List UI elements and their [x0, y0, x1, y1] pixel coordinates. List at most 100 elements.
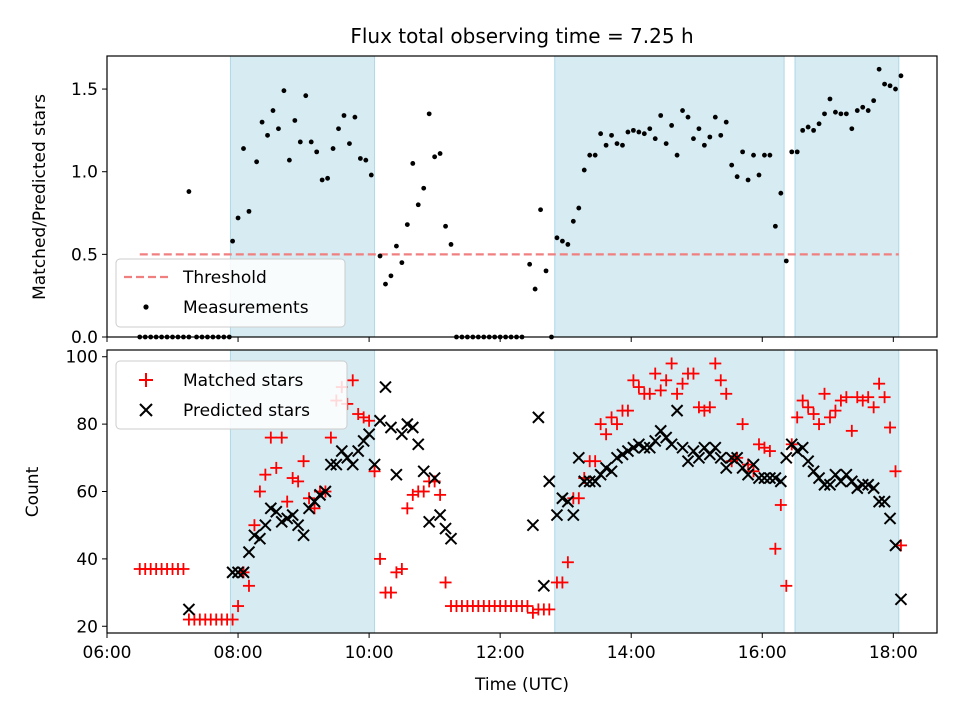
measurement-point	[745, 177, 751, 183]
predicted-star-point	[616, 448, 629, 461]
predicted-star-point	[346, 458, 359, 471]
predicted-star-point	[692, 451, 706, 465]
measurement-point	[581, 167, 587, 173]
matched-star-point	[292, 475, 305, 488]
predicted-star-point	[632, 438, 646, 451]
predicted-star-point	[627, 441, 640, 454]
predicted-star-point	[572, 451, 585, 465]
predicted-star-point	[428, 471, 441, 485]
matched-star-point	[774, 498, 787, 511]
predicted-star-point	[417, 465, 430, 478]
measurement-point	[772, 223, 778, 229]
top-y-ticks: 0.0 0.5 1.0 1.5	[71, 80, 107, 348]
legend-measurements-label: Measurements	[183, 298, 309, 318]
matched-star-point	[867, 401, 880, 414]
top-x-ticks	[106, 337, 894, 342]
measurement-point	[620, 142, 625, 148]
measurement-point	[822, 111, 827, 117]
measurement-point	[308, 139, 314, 145]
predicted-star-point	[567, 508, 580, 522]
predicted-star-point	[638, 441, 651, 454]
y-tick-label: 1.0	[71, 163, 98, 183]
measurement-point	[230, 238, 235, 244]
predicted-star-point	[526, 518, 540, 532]
x-tick-label: 12:00	[476, 643, 525, 663]
matched-star-point	[720, 387, 733, 400]
matched-star-point	[561, 556, 574, 569]
predicted-star-point	[889, 539, 902, 552]
matched-star-point	[687, 367, 700, 380]
measurement-point	[270, 108, 276, 113]
measurement-point	[341, 113, 347, 118]
measurement-point	[794, 149, 800, 155]
matched-star-point	[818, 387, 831, 400]
measurement-point	[887, 83, 893, 89]
matched-star-point	[884, 421, 897, 434]
measurement-point	[729, 162, 735, 168]
predicted-star-point	[670, 404, 684, 417]
measurement-point	[265, 132, 270, 138]
measurement-point	[377, 253, 383, 259]
predicted-star-point	[226, 566, 239, 579]
predicted-star-point	[720, 461, 733, 475]
matched-star-point	[845, 424, 858, 437]
matched-star-point	[346, 374, 359, 387]
matched-star-point	[780, 579, 793, 592]
measurement-point	[816, 121, 822, 127]
measurement-point	[680, 108, 685, 113]
x-axis-label: Time (UTC)	[474, 675, 569, 695]
measurement-point	[614, 141, 620, 147]
matched-star-point	[556, 576, 569, 589]
shaded-interval	[794, 55, 900, 338]
y-tick-label: 60	[76, 483, 98, 503]
predicted-star-point	[747, 458, 760, 471]
measurement-point	[740, 149, 746, 155]
matched-star-point	[177, 562, 190, 575]
matched-star-point	[621, 404, 634, 417]
measurement-point	[554, 235, 560, 241]
predicted-star-point	[578, 475, 591, 488]
matched-star-point	[270, 461, 283, 474]
x-tick-label: 18:00	[869, 643, 918, 663]
predicted-star-point	[709, 441, 722, 454]
measurement-point	[658, 113, 664, 118]
y-tick-label: 100	[66, 348, 98, 368]
predicted-star-point	[401, 417, 414, 431]
matched-star-point	[840, 391, 853, 404]
measurement-point	[235, 215, 241, 221]
legend-threshold-label: Threshold	[182, 268, 267, 288]
measurement-point	[254, 159, 260, 165]
predicted-star-point	[599, 461, 613, 475]
matched-star-point	[572, 492, 585, 505]
predicted-star-point	[351, 444, 365, 458]
y-tick-label: 80	[76, 415, 98, 435]
matched-star-point	[543, 603, 556, 616]
measurement-point	[259, 119, 265, 125]
predicted-star-point	[373, 414, 387, 427]
measurement-point	[421, 185, 427, 191]
measurement-point	[565, 242, 571, 247]
predicted-star-point	[412, 438, 425, 451]
predicted-star-point	[379, 380, 392, 394]
measurement-point	[685, 114, 691, 120]
measurement-point	[352, 114, 358, 120]
measurement-point	[404, 222, 410, 228]
measurement-point	[394, 243, 399, 249]
legend-predicted-swatch	[139, 403, 153, 417]
predicted-star-point	[561, 495, 575, 508]
measurement-point	[625, 129, 631, 135]
top-legend: Threshold Measurements	[115, 258, 346, 328]
matched-star-point	[232, 600, 245, 613]
predicted-star-point	[605, 465, 618, 478]
measurement-point	[707, 134, 713, 140]
measurement-point	[576, 205, 582, 211]
y-tick-label: 0.0	[71, 328, 98, 348]
predicted-star-point	[649, 434, 662, 448]
top-legend-box	[115, 258, 346, 328]
predicted-star-point	[883, 512, 897, 525]
matched-star-point	[873, 377, 886, 390]
measurement-point	[347, 141, 352, 147]
predicted-star-point	[439, 522, 452, 535]
predicted-star-point	[665, 438, 678, 451]
